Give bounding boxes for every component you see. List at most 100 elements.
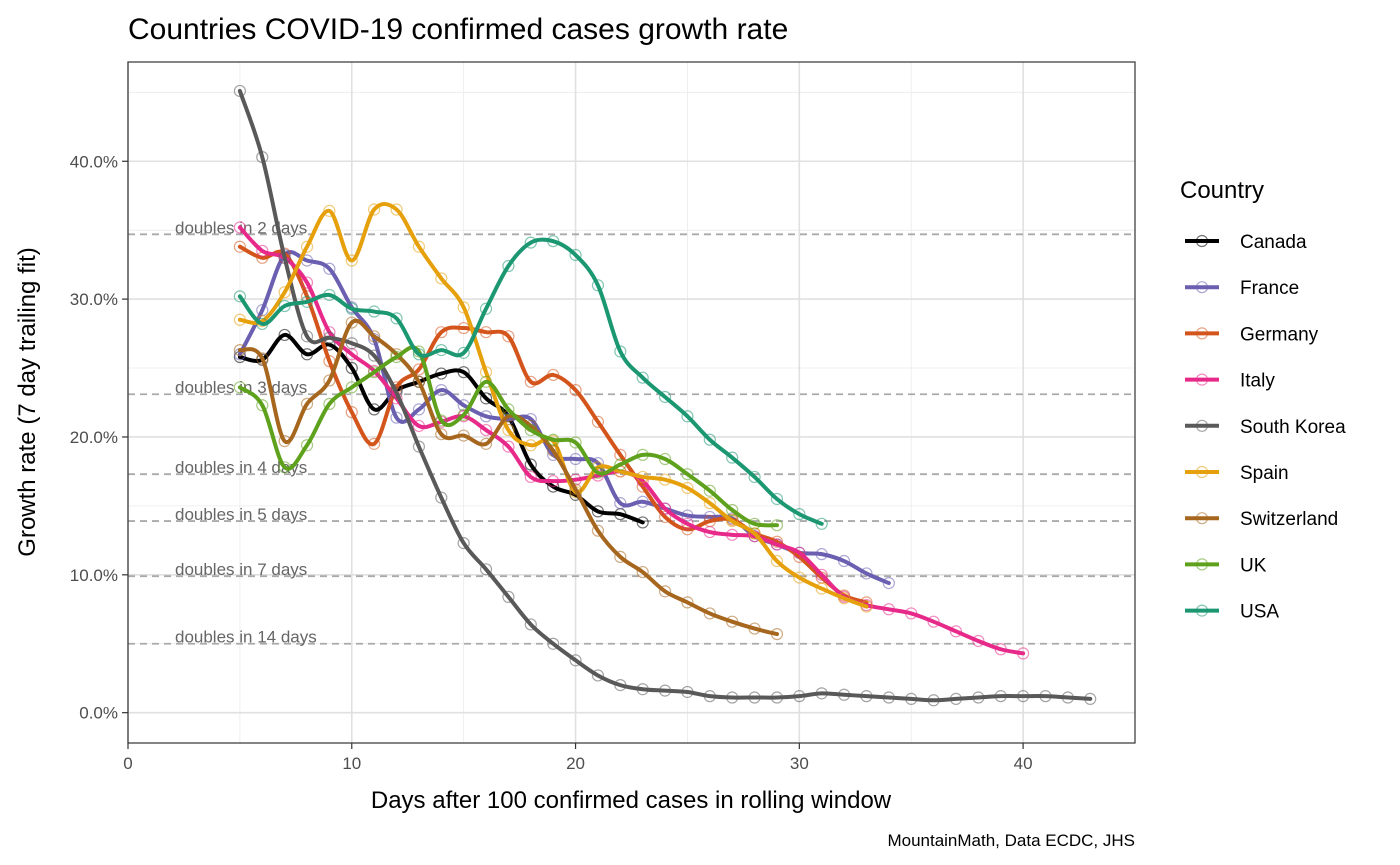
y-tick-label: 30.0% [70, 290, 118, 309]
data-point [569, 654, 582, 667]
data-point [837, 592, 851, 605]
data-point [502, 403, 515, 416]
data-point [614, 458, 627, 471]
data-point [457, 301, 470, 314]
data-point [368, 366, 381, 379]
data-point [636, 683, 649, 696]
data-point [278, 328, 291, 342]
data-point [524, 618, 537, 631]
data-point [412, 419, 426, 433]
data-point [300, 240, 314, 253]
data-point [1017, 647, 1030, 660]
data-point [905, 692, 918, 705]
data-point [569, 452, 582, 466]
doubling-reference-label: doubles in 5 days [175, 505, 307, 524]
data-point [457, 537, 470, 550]
data-point [457, 346, 470, 359]
data-point [681, 685, 694, 699]
data-point [457, 408, 470, 422]
data-point [770, 519, 784, 532]
data-point [233, 344, 246, 357]
data-point [927, 694, 940, 707]
data-point [591, 505, 605, 518]
data-point [815, 582, 828, 595]
data-point [1084, 692, 1097, 705]
data-point [502, 259, 515, 273]
data-point [972, 691, 985, 704]
data-point [502, 330, 515, 343]
legend-key-point [1195, 465, 1209, 479]
data-point [748, 622, 761, 635]
data-point [323, 288, 336, 302]
series-usa [233, 235, 828, 530]
data-point [412, 348, 426, 361]
legend: Country Canada France Germany Italy South Ko… [1180, 177, 1346, 623]
data-point [614, 345, 627, 358]
legend-item-france: France [1185, 278, 1299, 299]
data-point [837, 688, 851, 701]
data-point [636, 470, 649, 484]
data-point [345, 361, 358, 375]
plot-panel [128, 62, 1135, 743]
legend-item-south-korea: South Korea [1185, 417, 1346, 438]
series-uk [233, 345, 784, 532]
data-point [569, 436, 582, 449]
data-point [479, 563, 493, 576]
data-point [390, 203, 403, 216]
data-point [368, 437, 381, 450]
data-point [726, 615, 739, 628]
series-line [237, 345, 779, 528]
y-axis-title: Growth rate (7 day trailing fit) [14, 247, 41, 556]
data-point [278, 434, 291, 448]
data-point [569, 383, 582, 397]
data-point [345, 316, 358, 329]
data-point [658, 502, 672, 515]
data-point [949, 692, 963, 705]
chart-title: Countries COVID-19 confirmed cases growt… [128, 13, 788, 46]
data-point [614, 679, 627, 692]
data-point [479, 326, 493, 339]
data-point [547, 368, 560, 382]
data-point [323, 262, 336, 275]
data-point [614, 448, 627, 461]
data-point [793, 508, 806, 521]
data-point [524, 439, 537, 452]
chart-caption: MountainMath, Data ECDC, JHS [887, 831, 1135, 850]
legend-label: Canada [1240, 232, 1307, 253]
data-point [658, 390, 672, 404]
data-point [591, 279, 605, 292]
data-point [233, 290, 246, 303]
data-point [994, 690, 1007, 703]
data-point [278, 299, 291, 313]
data-point [390, 350, 403, 364]
data-point [233, 313, 246, 326]
data-point [412, 240, 426, 253]
data-point [479, 392, 493, 405]
data-point [837, 554, 851, 568]
x-tick-label: 10 [342, 754, 361, 773]
data-point [256, 317, 269, 331]
data-point [345, 302, 358, 315]
data-point [368, 349, 381, 362]
legend-label: UK [1240, 555, 1267, 576]
data-point [412, 375, 426, 388]
doubling-reference-label: doubles in 4 days [175, 458, 307, 477]
legend-key-point [1195, 512, 1209, 525]
data-point [681, 596, 694, 609]
data-point [345, 337, 358, 350]
data-point [658, 452, 672, 466]
data-point [435, 272, 448, 285]
series-line [237, 237, 824, 526]
data-point [726, 451, 739, 464]
data-point [390, 386, 403, 399]
data-point [300, 397, 314, 410]
data-point [435, 367, 448, 380]
data-point [345, 406, 358, 419]
doubling-reference-label: doubles in 14 days [175, 628, 317, 647]
data-point [300, 330, 314, 343]
data-point [368, 203, 381, 216]
data-point [770, 554, 784, 568]
data-point [479, 423, 493, 437]
data-point [681, 517, 694, 530]
